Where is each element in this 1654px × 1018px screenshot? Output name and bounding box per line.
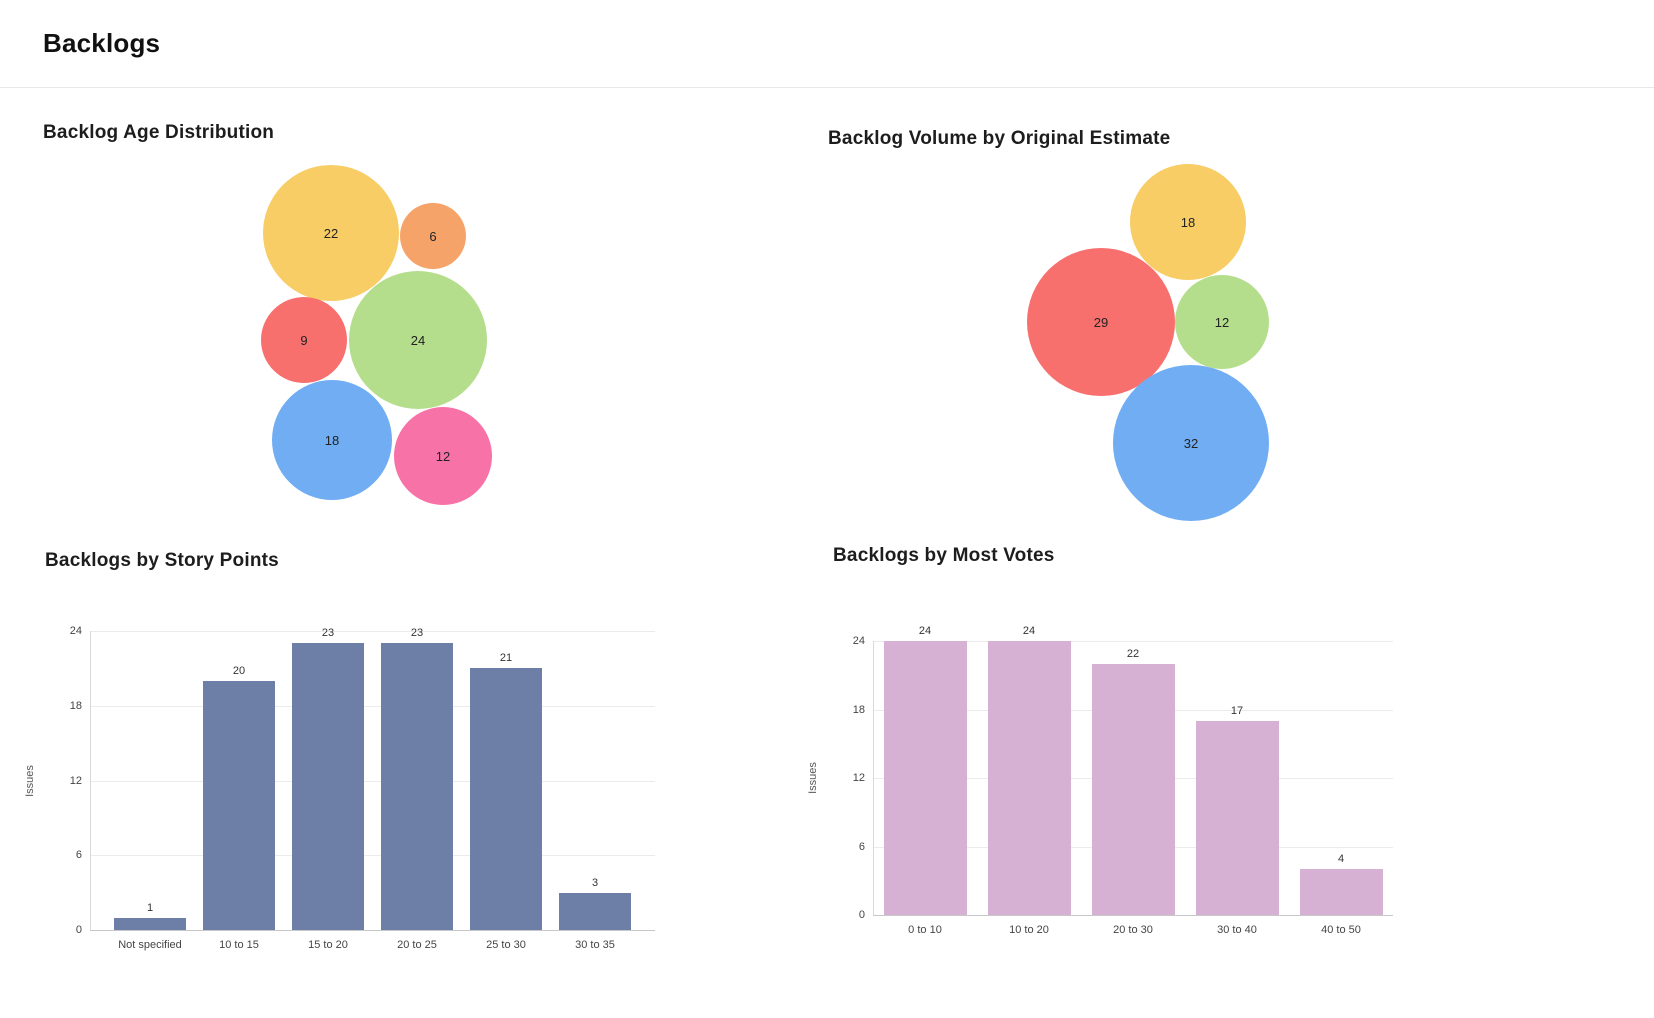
- bar-value-label: 22: [1126, 647, 1140, 660]
- bubble-value-label: 12: [1214, 314, 1230, 330]
- page-title: Backlogs: [43, 28, 161, 58]
- bar[interactable]: [883, 641, 967, 915]
- bar-value-label: 23: [410, 627, 424, 640]
- gridline: [873, 641, 1393, 642]
- y-tick-label: 18: [69, 699, 82, 712]
- bar-chart-backlogs-by-story-points: 0 6 12 18 24 Issues 1 Not specified 20 10 to 15 23…: [0, 520, 827, 1018]
- x-category-label: 15 to 20: [308, 939, 348, 951]
- x-category-label: 10 to 20: [1009, 924, 1049, 936]
- x-category-label: 40 to 50: [1321, 924, 1361, 936]
- bar-chart-backlogs-by-most-votes: 0 6 12 18 24 Issues 24 0 to 10 24 10 to 20 22 20 to…: [807, 520, 1654, 1018]
- bar-value-label: 24: [1022, 625, 1036, 637]
- bar-value-label: 4: [1337, 853, 1345, 866]
- x-category-label: 25 to 30: [486, 939, 526, 951]
- panel-backlogs-by-most-votes: Backlogs by Most Votes 0 6 12 18 24 Issues 24 0…: [807, 520, 1654, 1018]
- bubble-value-label: 24: [410, 332, 426, 348]
- bubble-value-label: 12: [435, 448, 451, 464]
- panel-backlogs-by-story-points: Backlogs by Story Points 0 6 12 18 24 Issues 1…: [0, 520, 827, 1018]
- y-tick-label: 12: [852, 772, 865, 784]
- gridline: [90, 705, 655, 707]
- bubble-value-label: 32: [1183, 435, 1199, 451]
- bar[interactable]: [203, 680, 275, 930]
- bar[interactable]: [1195, 720, 1279, 915]
- gridline: [90, 855, 655, 857]
- bubble-point[interactable]: 32: [1113, 365, 1269, 521]
- y-tick-label: 6: [858, 840, 865, 853]
- y-axis-line: [873, 641, 874, 915]
- bar-value-label: 21: [499, 652, 513, 665]
- bubble-point[interactable]: 18: [272, 380, 392, 500]
- y-axis-title: Issues: [24, 764, 36, 797]
- bar[interactable]: [1091, 663, 1175, 915]
- bar[interactable]: [559, 892, 631, 930]
- chart-title-backlog-volume-by-original-estimate: Backlog Volume by Original Estimate: [828, 128, 1171, 149]
- x-category-label: 20 to 30: [1113, 924, 1153, 936]
- bubble-value-label: 9: [300, 332, 308, 348]
- y-axis-title: Issues: [807, 762, 819, 794]
- bubble-value-label: 18: [324, 432, 340, 448]
- bar-value-label: 23: [321, 627, 335, 640]
- chart-title-backlogs-by-story-points: Backlogs by Story Points: [45, 550, 279, 571]
- bubble-point[interactable]: 24: [349, 271, 487, 409]
- x-axis-line: [873, 915, 1393, 916]
- y-tick-label: 18: [852, 703, 865, 716]
- page-header: Backlogs: [0, 0, 1654, 88]
- bar-value-label: 1: [146, 901, 154, 914]
- y-tick-label: 24: [852, 635, 865, 647]
- y-tick-label: 6: [75, 849, 82, 862]
- bar[interactable]: [470, 668, 542, 930]
- gridline: [90, 780, 655, 782]
- chart-title-backlogs-by-most-votes: Backlogs by Most Votes: [833, 545, 1055, 566]
- bubble-chart-backlog-volume-by-original-estimate: 18 29 12 32: [827, 88, 1654, 521]
- bubble-value-label: 22: [323, 225, 339, 241]
- bar-value-label: 20: [232, 664, 246, 677]
- bubble-point[interactable]: 9: [261, 297, 347, 383]
- bubble-chart-backlog-age-distribution: 22 6 9 24 18 12: [0, 88, 827, 520]
- x-category-label: 30 to 35: [575, 939, 615, 951]
- x-category-label: 30 to 40: [1217, 924, 1257, 936]
- bar-value-label: 17: [1230, 704, 1244, 717]
- bubble-point[interactable]: 12: [394, 407, 492, 505]
- panel-backlog-volume-by-original-estimate: Backlog Volume by Original Estimate 18 29…: [827, 88, 1654, 521]
- bubble-value-label: 29: [1093, 314, 1109, 330]
- bubble-point[interactable]: 18: [1130, 164, 1246, 280]
- x-category-label: Not specified: [118, 939, 182, 951]
- bubble-point[interactable]: 22: [263, 165, 399, 301]
- x-category-label: 10 to 15: [219, 939, 259, 951]
- bar-value-label: 24: [918, 625, 932, 637]
- bar[interactable]: [292, 643, 364, 930]
- bubble-point[interactable]: 6: [400, 203, 466, 269]
- bubble-value-label: 6: [429, 228, 437, 244]
- bubble-point[interactable]: 29: [1027, 248, 1175, 396]
- y-tick-label: 0: [75, 924, 82, 936]
- chart-title-backlog-age-distribution: Backlog Age Distribution: [43, 122, 275, 143]
- bar[interactable]: [381, 643, 453, 930]
- bar[interactable]: [1299, 869, 1383, 915]
- bar-value-label: 3: [591, 876, 599, 889]
- x-category-label: 20 to 25: [397, 939, 437, 951]
- bar[interactable]: [987, 641, 1071, 915]
- y-tick-label: 12: [69, 774, 82, 787]
- x-category-label: 0 to 10: [908, 924, 942, 936]
- gridline: [90, 631, 655, 632]
- bar[interactable]: [114, 917, 186, 930]
- y-axis-line: [90, 631, 91, 930]
- bubble-value-label: 18: [1180, 214, 1196, 230]
- bubble-point[interactable]: 12: [1175, 275, 1269, 369]
- panel-backlog-age-distribution: Backlog Age Distribution 22 6 9 24 18 12: [0, 88, 827, 520]
- x-axis-line: [90, 930, 655, 931]
- y-tick-label: 0: [858, 909, 865, 921]
- y-tick-label: 24: [69, 625, 82, 637]
